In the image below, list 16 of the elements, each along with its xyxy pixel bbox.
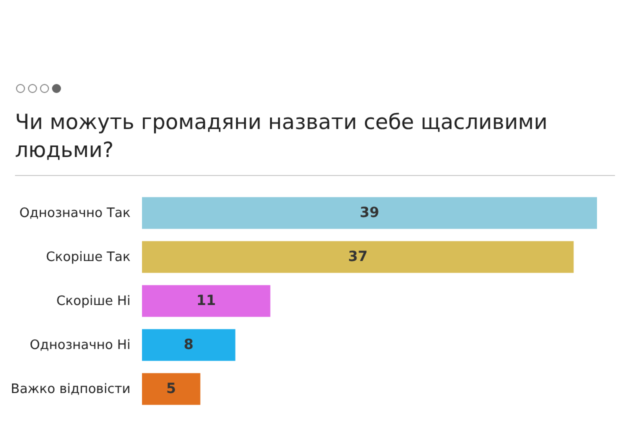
y-tick-label: Однозначно Ні	[30, 338, 130, 353]
y-tick-label: Скоріше Так	[46, 250, 131, 265]
y-tick-label: Однозначно Так	[19, 206, 131, 221]
bar	[142, 373, 200, 405]
bar	[142, 285, 270, 317]
data-label: 11	[196, 293, 216, 309]
y-tick-label: Важко відповісти	[10, 382, 130, 397]
chart-title: Чи можуть громадяни назвати себе щасливими людьми?	[15, 109, 549, 164]
data-label: 37	[348, 249, 368, 265]
data-label: 39	[360, 205, 380, 221]
bar	[142, 241, 574, 273]
data-label: 5	[166, 381, 176, 397]
data-label: 8	[184, 337, 194, 353]
bar	[142, 197, 597, 229]
bar	[142, 329, 236, 361]
y-tick-label: Скоріше Ні	[56, 294, 130, 309]
